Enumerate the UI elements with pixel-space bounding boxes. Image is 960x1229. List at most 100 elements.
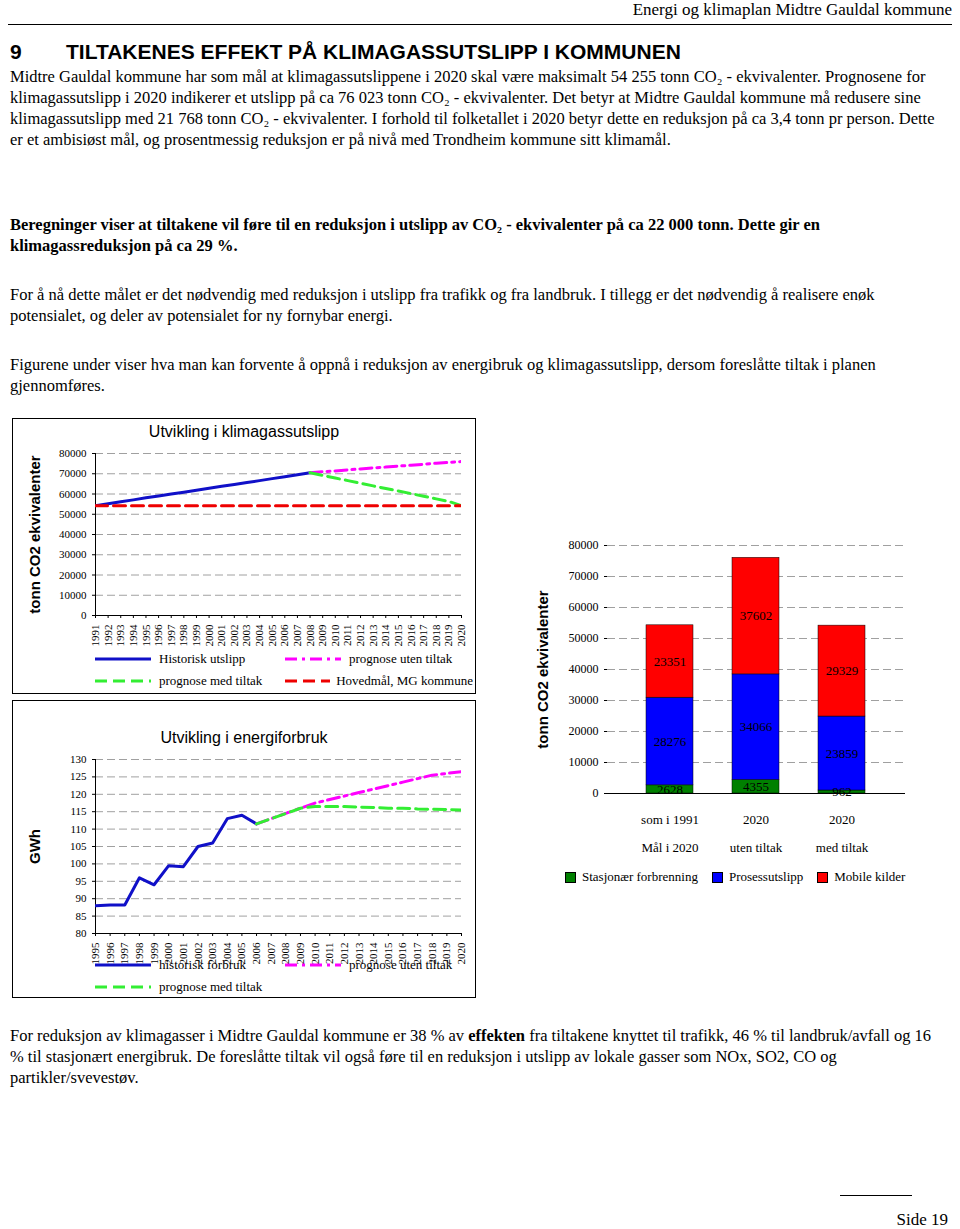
svg-text:4355: 4355 [743,779,769,794]
svg-text:105: 105 [70,840,87,852]
svg-text:28276: 28276 [654,734,687,749]
svg-text:2012: 2012 [338,943,350,965]
svg-text:50000: 50000 [569,631,599,645]
svg-text:tonn CO2 ekvivalenter: tonn CO2 ekvivalenter [26,455,43,614]
svg-text:2010: 2010 [309,942,321,965]
svg-text:2001: 2001 [215,625,227,647]
svg-text:1998: 1998 [133,942,145,965]
svg-text:2005: 2005 [266,624,278,647]
svg-text:2010: 2010 [329,624,341,647]
svg-text:2003: 2003 [240,624,252,647]
svg-text:2007: 2007 [265,942,277,965]
svg-text:1999: 1999 [148,942,160,965]
svg-text:962: 962 [832,784,852,799]
svg-text:110: 110 [70,823,87,835]
html-text:Utvikling i klimagassutslipp: Utvikling i klimagassutslipp [148,423,340,440]
svg-text:2016: 2016 [405,624,417,647]
svg-text:130: 130 [70,753,87,765]
svg-text:1998: 1998 [177,624,189,647]
svg-text:1996: 1996 [152,624,164,647]
html-text:Beregninger viser at tiltakene: Beregninger viser at tiltakene vil føre … [10,215,820,255]
html-text:For å nå dette målet er det nø: For å nå dette målet er det nødvendig me… [10,285,875,325]
svg-text:85: 85 [76,910,88,922]
svg-text:60000: 60000 [59,488,87,500]
svg-text:30000: 30000 [59,548,87,560]
html-text:TILTAKENES EFFEKT PÅ KLIMAGASS: TILTAKENES EFFEKT PÅ KLIMAGASSUTSLIPP I … [66,40,681,63]
svg-text:2004: 2004 [253,624,265,647]
svg-text:2020: 2020 [455,624,467,647]
svg-text:1999: 1999 [190,624,202,647]
svg-text:1991: 1991 [89,625,101,647]
svg-text:1995: 1995 [140,624,152,647]
svg-text:40000: 40000 [569,662,599,676]
html-text:Figurene under viser hva man k: Figurene under viser hva man kan forvent… [10,355,876,395]
svg-text:10000: 10000 [569,755,599,769]
svg-text:tonn CO2 ekvivalenter: tonn CO2 ekvivalenter [534,590,551,749]
svg-text:2009: 2009 [316,624,328,647]
html-text:For reduksjon av klimagasser i: For reduksjon av klimagasser i Midtre Ga… [10,1026,931,1087]
svg-text:2011: 2011 [323,943,335,965]
svg-text:2007: 2007 [291,624,303,647]
html-text:Utvikling i energiforbruk: Utvikling i energiforbruk [160,729,328,746]
svg-text:1996: 1996 [104,942,116,965]
svg-text:10000: 10000 [59,589,87,601]
svg-text:20000: 20000 [59,569,87,581]
svg-text:2011: 2011 [341,625,353,647]
svg-text:80000: 80000 [59,447,87,459]
svg-text:0: 0 [81,609,87,621]
svg-text:2009: 2009 [294,942,306,965]
svg-text:2002: 2002 [228,625,240,647]
svg-text:2008: 2008 [279,942,291,965]
html-text:Historisk utslipp: Historisk utslipp [159,651,246,666]
html-text:prognose med tiltak: prognose med tiltak [159,673,263,688]
svg-text:2015: 2015 [392,624,404,647]
svg-text:2012: 2012 [354,625,366,647]
svg-text:1995: 1995 [89,942,101,965]
svg-text:2020: 2020 [455,942,467,965]
svg-text:95: 95 [76,875,88,887]
svg-text:2020uten tiltak: 2020uten tiltak [730,812,783,856]
svg-text:50000: 50000 [59,508,87,520]
svg-text:120: 120 [70,788,87,800]
svg-text:1997: 1997 [118,942,130,965]
svg-text:1992: 1992 [102,625,114,647]
svg-text:70000: 70000 [569,569,599,583]
svg-text:2018: 2018 [430,624,442,647]
svg-text:2006: 2006 [250,942,262,965]
svg-text:2013: 2013 [367,624,379,647]
svg-text:30000: 30000 [569,693,599,707]
svg-text:80000: 80000 [569,538,599,552]
svg-text:2020med tiltak: 2020med tiltak [816,812,869,856]
svg-text:37602: 37602 [740,608,773,623]
svg-text:90: 90 [76,892,88,904]
svg-text:70000: 70000 [59,467,87,479]
svg-text:2014: 2014 [379,624,391,647]
svg-text:2000: 2000 [203,624,215,647]
html-text:Midtre Gauldal kommune har som: Midtre Gauldal kommune har som mål at kl… [10,67,935,149]
svg-text:100: 100 [70,857,87,869]
svg-text:34066: 34066 [740,719,773,734]
svg-text:som i 1991Mål i 2020: som i 1991Mål i 2020 [641,812,699,856]
svg-text:2628: 2628 [657,782,683,797]
svg-text:40000: 40000 [59,528,87,540]
svg-text:125: 125 [70,770,87,782]
svg-text:60000: 60000 [569,600,599,614]
svg-text:80: 80 [76,927,88,939]
svg-text:29329: 29329 [826,663,859,678]
svg-text:23859: 23859 [826,746,859,761]
svg-text:2019: 2019 [442,624,454,647]
svg-text:2006: 2006 [278,624,290,647]
svg-text:115: 115 [70,805,87,817]
html-text:prognose uten tiltak: prognose uten tiltak [349,651,453,666]
svg-text:1993: 1993 [114,624,126,647]
svg-text:1994: 1994 [127,624,139,647]
svg-text:0: 0 [593,786,599,800]
html-text:Energi og klimaplan Midtre Gau: Energi og klimaplan Midtre Gauldal kommu… [632,0,952,19]
svg-text:2008: 2008 [304,624,316,647]
svg-text:GWh: GWh [26,829,43,864]
svg-text:20000: 20000 [569,724,599,738]
svg-text:1997: 1997 [165,624,177,647]
svg-text:23351: 23351 [654,654,687,669]
svg-text:2017: 2017 [417,624,429,647]
html-text:Side 19: Side 19 [896,1210,948,1229]
